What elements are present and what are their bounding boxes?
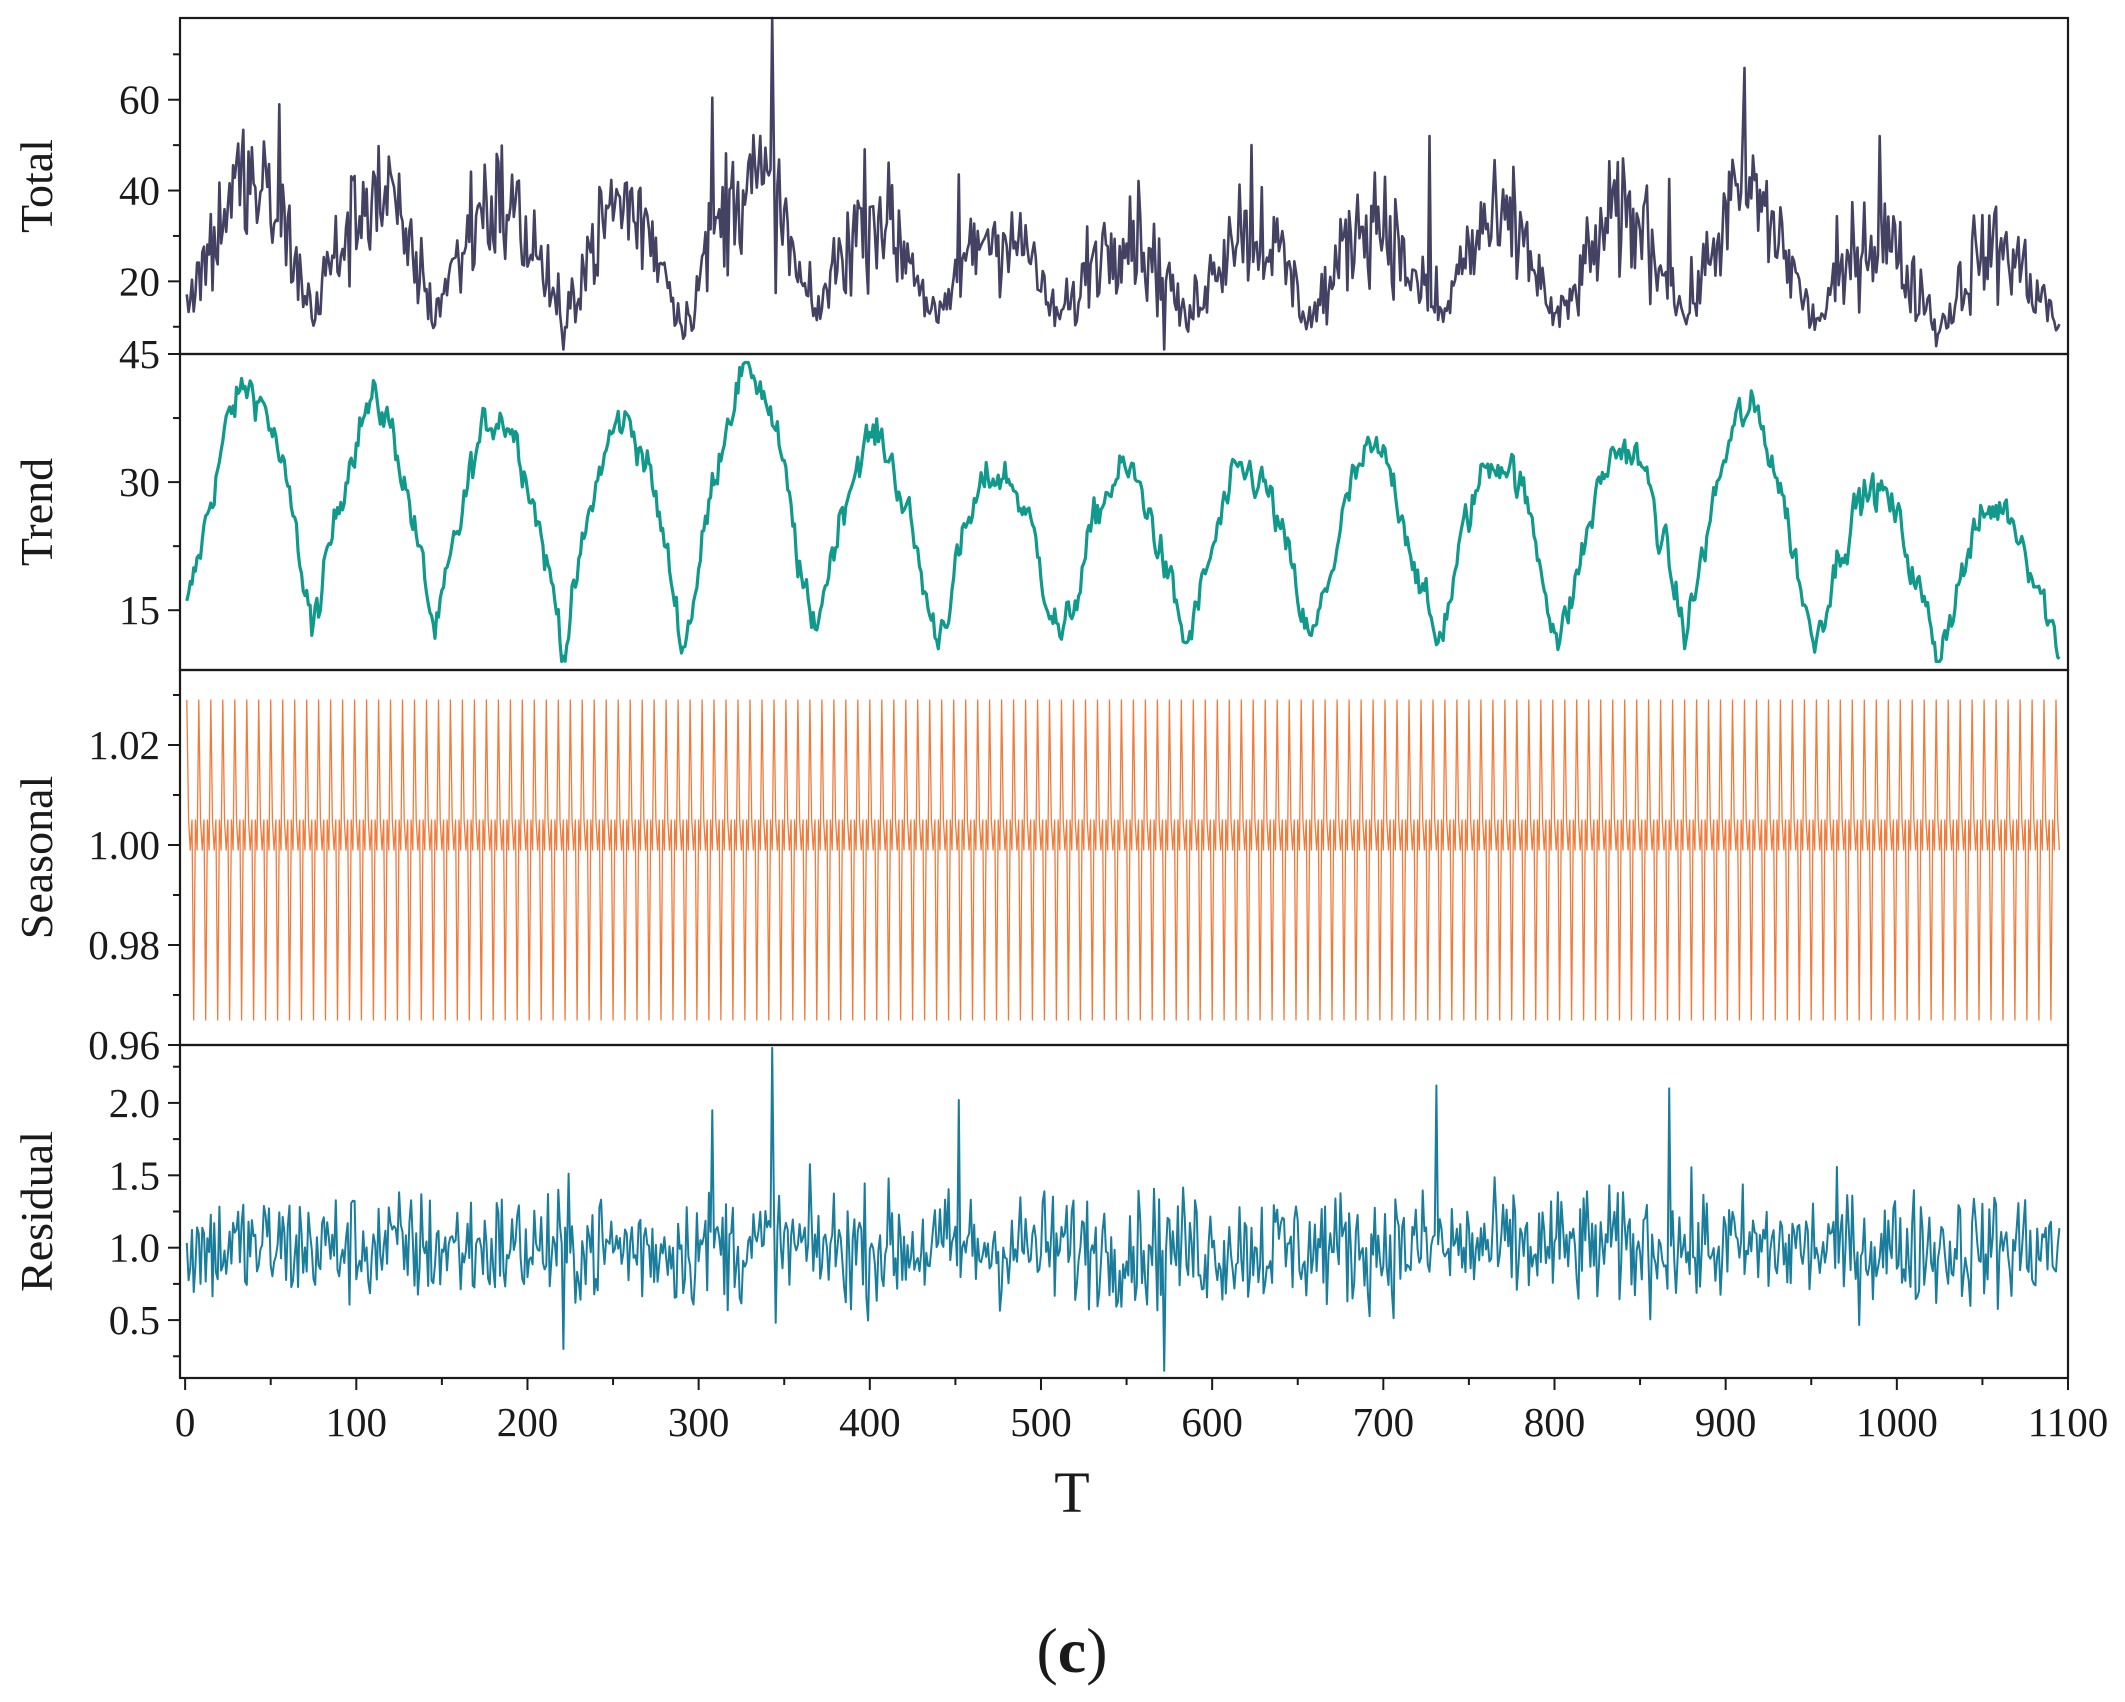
xtick-label: 300: [668, 1399, 730, 1445]
residual-axis-label: Residual: [11, 1131, 62, 1292]
seasonal-ytick-label: 1.00: [88, 822, 160, 868]
xtick-label: 100: [326, 1399, 388, 1445]
residual-ytick-label: 2.0: [109, 1080, 160, 1126]
residual-ytick-label: 0.5: [109, 1297, 160, 1343]
trend-axis-label: Trend: [11, 458, 62, 566]
total-ytick-label: 40: [119, 168, 160, 214]
total-panel-frame: [178, 16, 2070, 356]
residual-ytick-label: 1.0: [109, 1225, 160, 1271]
seasonal-ytick-label: 0.96: [88, 1022, 160, 1068]
seasonal-ytick-label: 0.98: [88, 922, 160, 968]
xtick-label: 0: [175, 1399, 196, 1445]
seasonal-series-line: [186, 699, 2061, 1021]
xtick-label: 900: [1695, 1399, 1757, 1445]
caption-open-paren: (: [1036, 1615, 1057, 1686]
xtick-label: 1100: [2028, 1399, 2108, 1445]
xtick-label: 200: [497, 1399, 559, 1445]
trend-ytick-label: 30: [119, 459, 160, 505]
panel-total: 20 40 60 Total: [11, 16, 2070, 356]
xtick-label: 700: [1353, 1399, 1415, 1445]
residual-ytick-label: 1.5: [109, 1152, 160, 1198]
xtick-label: 800: [1524, 1399, 1586, 1445]
total-ytick-label: 20: [119, 258, 160, 304]
residual-panel-frame: [178, 1043, 2070, 1380]
residual-series-line: [185, 1046, 2061, 1372]
x-axis: 0 100 200 300 400 500 600 700 800 900 1000 1100: [175, 1378, 2108, 1445]
caption-letter: c: [1058, 1615, 1086, 1686]
xtick-label: 400: [839, 1399, 901, 1445]
total-axis-label: Total: [11, 139, 62, 233]
x-axis-label: T: [1054, 1460, 1089, 1525]
trend-ytick-label: 45: [119, 331, 160, 377]
xtick-label: 500: [1010, 1399, 1072, 1445]
panel-trend: 15 30 45 Trend: [11, 331, 2070, 672]
xtick-label: 600: [1181, 1399, 1243, 1445]
total-ytick-label: 60: [119, 77, 160, 123]
panel-seasonal: 0.96 0.98 1.00 1.02 Seasonal: [11, 668, 2070, 1068]
total-series-line: [185, 16, 2061, 351]
seasonal-ytick-label: 1.02: [88, 722, 160, 768]
caption-close-paren: ): [1086, 1615, 1107, 1686]
trend-ytick-label: 15: [119, 587, 160, 633]
trend-series-line: [185, 360, 2061, 664]
seasonal-axis-label: Seasonal: [11, 776, 62, 940]
figure-caption: (c): [1036, 1615, 1107, 1686]
panels-group: 20 40 60 Total 15 30 45 Trend 0.96 0.98 1.00 1.02 Se…: [11, 16, 2070, 1380]
xtick-label: 1000: [1856, 1399, 1938, 1445]
panel-residual: 0.5 1.0 1.5 2.0 Residual: [11, 1043, 2070, 1380]
